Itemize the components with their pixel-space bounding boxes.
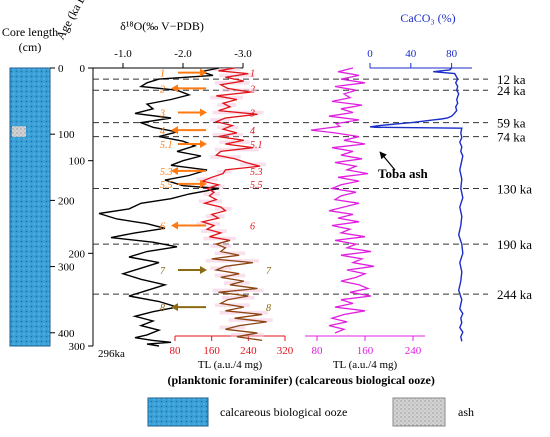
d18o-ticks: -1.0 -2.0 -3.0: [114, 48, 252, 68]
peak-label-left: 5.3: [160, 167, 173, 178]
age-tick-label: 0: [80, 63, 86, 75]
tl-ooze-subtitle: (calcareous biological ooze): [295, 373, 435, 387]
age-marker-label: 12 ka: [497, 72, 526, 87]
d18o-tick-label: -1.0: [114, 48, 132, 60]
d18o-tick-label: -3.0: [234, 48, 252, 60]
peak-label-right: 7: [266, 266, 272, 277]
caco3-tick-label: 0: [367, 48, 373, 60]
age-marker-label: 74 ka: [497, 130, 526, 145]
core-tick-label: 100: [58, 129, 75, 141]
tl-foram-peak-labels: 1 1 2 2 3 3 4 4 5.1 5.1 5.3 5.3 5.5 5.5 6 6 7 7 8 8: [159, 68, 272, 314]
peak-label-right: 5.5: [250, 180, 263, 191]
age-marker-label: 190 ka: [497, 237, 532, 252]
d18o-tick-label: -2.0: [174, 48, 192, 60]
age-marker-label: 130 ka: [497, 181, 532, 196]
core-tick-label: 200: [58, 195, 75, 207]
peak-label-left: 1: [160, 69, 165, 80]
peak-arrow-head: [171, 166, 178, 175]
caco3-tick-label: 40: [405, 48, 417, 60]
core-length-header-1: Core length: [2, 25, 58, 39]
tl-ooze-tick-label: 240: [405, 345, 422, 357]
age-ticks: 0 100 200 300: [69, 63, 93, 353]
peak-arrow-head: [171, 84, 178, 93]
age-marker-label: 244 ka: [497, 287, 532, 302]
core-tick-label: 300: [58, 262, 75, 274]
peak-label-right: 3: [249, 108, 255, 119]
tl-foram-axis-label: TL (a.u./4 mg): [198, 359, 263, 371]
d18o-series-line: [98, 67, 220, 347]
core-tick-label: 0: [58, 63, 64, 75]
tl-foram-subtitle: (planktonic foraminifer): [168, 373, 293, 387]
age-tick-label: 300: [69, 341, 86, 353]
peak-label-left: 6: [160, 222, 165, 233]
peak-label-left: 5.5: [160, 180, 173, 191]
peak-label-left: 2: [160, 84, 165, 95]
toba-ash-label: Toba ash: [378, 166, 429, 181]
tl-ooze-tick-label: 80: [312, 345, 324, 357]
age-axis-label: Age (ka B.P.): [53, 0, 96, 42]
peak-label-right: 4: [250, 126, 255, 137]
peak-label-left: 7: [160, 266, 166, 277]
peak-label-right: 6: [250, 222, 255, 233]
peak-arrow-head: [200, 139, 207, 148]
peak-arrow-head: [171, 126, 178, 135]
legend-swatch-ooze: [147, 397, 209, 427]
tl-foram-series-line-lower: [211, 239, 267, 342]
d18o-axis-label: δ¹⁸O(‰ V−PDB): [120, 19, 204, 33]
legend-label-ooze: calcareous biological ooze: [220, 405, 347, 419]
tl-ooze-series-line: [310, 67, 375, 334]
caco3-series-line: [369, 67, 464, 342]
caco3-ticks: 0 40 80: [367, 48, 458, 68]
peak-label-right: 5.1: [250, 140, 263, 151]
tl-foram-tick-label: 320: [277, 345, 294, 357]
tl-foram-tick-label: 80: [170, 345, 182, 357]
ash-layer: [12, 126, 26, 137]
peak-arrow-head: [171, 221, 178, 230]
legend-label-ash: ash: [458, 405, 474, 419]
peak-arrow-head: [200, 266, 207, 275]
age-bottom-note: 296ka: [98, 348, 125, 360]
core-column: [9, 67, 51, 347]
peak-label-right: 8: [266, 303, 271, 314]
peak-arrow-head: [200, 108, 207, 117]
peak-arrow-head: [200, 68, 207, 77]
peak-label-right: 2: [250, 84, 255, 95]
tl-ooze-axis-label: TL (a.u./4 mg): [333, 359, 398, 371]
peak-arrow-head: [171, 303, 178, 312]
peak-arrow-head: [200, 179, 207, 188]
age-marker-label: 24 ka: [497, 83, 526, 98]
peak-label-left: 5.1: [160, 140, 173, 151]
tl-ooze-ticks: 80 160 240: [312, 336, 422, 357]
tl-foram-ticks: 80 160 240 320: [170, 336, 294, 357]
caco3-axis-label: CaCO₃ (%): [400, 11, 455, 25]
core-tick-label: 400: [58, 328, 75, 340]
peak-label-right: 5.3: [250, 167, 263, 178]
peak-label-left: 3: [159, 108, 165, 119]
caco3-tick-label: 80: [446, 48, 458, 60]
age-marker-label: 59 ka: [497, 116, 526, 131]
legend-swatch-ash: [392, 397, 446, 427]
tl-foram-tick-label: 240: [240, 345, 257, 357]
age-tick-label: 100: [69, 156, 86, 168]
peak-label-left: 4: [160, 126, 165, 137]
core-length-ticks: 0 100 200 300 400: [50, 63, 75, 340]
tl-ooze-tick-label: 160: [357, 345, 374, 357]
core-length-header-2: (cm): [19, 40, 42, 54]
tl-foram-tick-label: 160: [203, 345, 220, 357]
toba-ash-arrow: [379, 151, 396, 171]
age-tick-label: 200: [69, 248, 86, 260]
peak-label-left: 8: [160, 303, 165, 314]
peak-label-right: 1: [250, 69, 255, 80]
tl-foram-series-line-upper: [200, 67, 260, 245]
